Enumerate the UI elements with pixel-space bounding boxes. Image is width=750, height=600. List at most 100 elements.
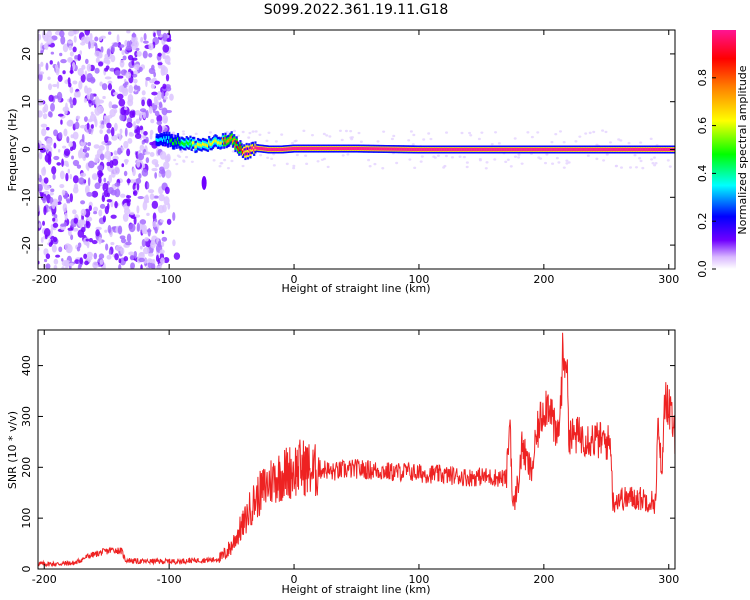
spectrogram-noise-cell (59, 52, 63, 57)
spectrogram-noise-cell (159, 151, 167, 160)
spectrogram-noise-cell (53, 142, 57, 149)
spectrogram-noise-cell (138, 66, 143, 72)
y-tick-label: -20 (20, 236, 33, 254)
spectrogram-noise-cell (341, 154, 345, 157)
spectrogram-carrier-cell (268, 147, 271, 152)
spectrogram-noise-cell (169, 93, 174, 101)
spectrogram-carrier-cell (261, 147, 265, 151)
spectrogram-noise-cell (562, 140, 566, 144)
spectrogram-noise-cell (162, 32, 168, 42)
spectrogram-noise-cell (185, 155, 189, 159)
spectrogram-noise-cell (106, 254, 112, 260)
spectrogram-noise-cell (99, 81, 103, 87)
spectrogram-noise-cell (128, 251, 135, 256)
spectrogram-carrier-cell (559, 147, 562, 152)
spectrogram-noise-cell (182, 132, 186, 136)
spectrogram-noise-cell (45, 263, 51, 269)
spectrogram-noise-cell (66, 136, 70, 144)
spectrogram-noise-cell (58, 131, 63, 140)
spectrogram-noise-cell (292, 166, 296, 170)
spectrogram-noise-cell (110, 168, 116, 178)
spectrogram-carrier-cell (477, 147, 481, 152)
spectrogram-carrier-cell (475, 147, 478, 152)
spectrogram-noise-cell (465, 165, 469, 169)
spectrogram-noise-cell (89, 93, 94, 101)
spectrogram-carrier-cell (270, 147, 273, 152)
spectrogram-noise-cell (390, 137, 394, 141)
spectrogram-noise-cell (619, 139, 623, 142)
spectrogram-noise-cell (639, 141, 643, 144)
spectrogram-noise-cell (80, 208, 87, 217)
spectrogram-noise-cell (557, 161, 561, 164)
spectrogram-noise-cell (291, 141, 295, 145)
spectrogram-noise-cell (113, 122, 118, 132)
spectrogram-carrier-cell (492, 147, 496, 152)
spectrogram-noise-cell (270, 157, 274, 161)
spectrogram-noise-cell (147, 227, 151, 237)
spectrogram-carrier-cell (286, 147, 290, 151)
spectrogram-carrier-cell (464, 147, 467, 152)
spectrogram-carrier-cell (460, 147, 463, 152)
spectrogram-carrier-cell (350, 146, 353, 151)
spectrogram-carrier-cell (309, 146, 312, 151)
spectrogram-carrier-cell (238, 148, 241, 152)
spectrogram-noise-cell (460, 131, 464, 135)
spectrogram-noise-cell (103, 189, 109, 198)
spectrogram-carrier-cell (645, 147, 648, 152)
spectrogram-noise-cell (119, 128, 123, 135)
spectrogram-noise-cell (172, 131, 176, 135)
spectrogram-noise-cell (67, 168, 71, 174)
spectrogram-noise-cell (103, 115, 108, 119)
spectrogram-carrier-cell (569, 147, 572, 152)
spectrogram-carrier-cell (465, 147, 468, 152)
spectrogram-noise-cell (302, 129, 306, 133)
spectrogram-noise-cell (119, 113, 125, 122)
spectrogram-noise-cell (43, 205, 47, 216)
spectrogram-carrier-cell (379, 147, 382, 151)
spectrogram-noise-cell (126, 195, 132, 199)
spectrogram-noise-cell (164, 186, 170, 195)
spectrogram-noise-cell (182, 159, 186, 162)
spectrogram-noise-cell (102, 215, 107, 223)
spectrogram-noise-cell (226, 166, 230, 170)
spectrogram-noise-cell (445, 131, 449, 134)
spectrogram-noise-cell (504, 160, 508, 164)
spectrogram-carrier-cell (323, 146, 326, 151)
spectrogram-noise-cell (104, 67, 109, 72)
spectrogram-noise-cell (67, 30, 75, 37)
spectrogram-noise-cell (367, 158, 371, 162)
spectrogram-carrier-cell (447, 147, 451, 152)
spectrogram-noise-cell (412, 133, 416, 137)
spectrogram-noise-cell (38, 71, 45, 75)
spectrogram-carrier-cell (567, 147, 571, 152)
spectrogram-carrier-cell (361, 147, 364, 151)
spectrogram-carrier-cell (311, 146, 314, 151)
spectrogram-carrier-cell (594, 147, 597, 152)
spectrogram-noise-cell (138, 173, 142, 179)
spectrogram-noise-cell (526, 131, 530, 134)
spectrogram-noise-cell (121, 163, 125, 168)
spectrogram-carrier-cell (577, 147, 581, 152)
spectrogram-carrier-cell (599, 147, 602, 152)
spectrogram-noise-cell (520, 162, 524, 165)
spectrogram-noise-cell (161, 91, 165, 99)
spectrogram-noise-cell (110, 127, 115, 137)
spectrogram-noise-cell (108, 249, 112, 255)
spectrogram-noise-cell (142, 112, 147, 120)
colorbar-tick-label: 0.2 (696, 212, 709, 230)
spectrogram-carrier-cell (504, 147, 507, 152)
spectrogram-noise-cell (114, 182, 121, 187)
spectrogram-carrier-cell (218, 141, 221, 145)
spectrogram-noise-cell (163, 161, 170, 170)
spectrogram-noise-cell (536, 131, 540, 134)
spectrogram-noise-cell (595, 157, 599, 161)
spectrogram-noise-cell (413, 166, 417, 170)
spectrogram-noise-cell (67, 40, 74, 44)
spectrogram-carrier-cell (305, 146, 308, 151)
spectrogram-carrier-cell (439, 147, 442, 152)
spectrogram-noise-cell (149, 151, 155, 158)
spectrogram-carrier-cell (195, 144, 198, 149)
spectrogram-carrier-cell (394, 147, 397, 151)
spectrogram-noise-cell (139, 245, 143, 250)
spectrogram-carrier-cell (338, 146, 341, 151)
